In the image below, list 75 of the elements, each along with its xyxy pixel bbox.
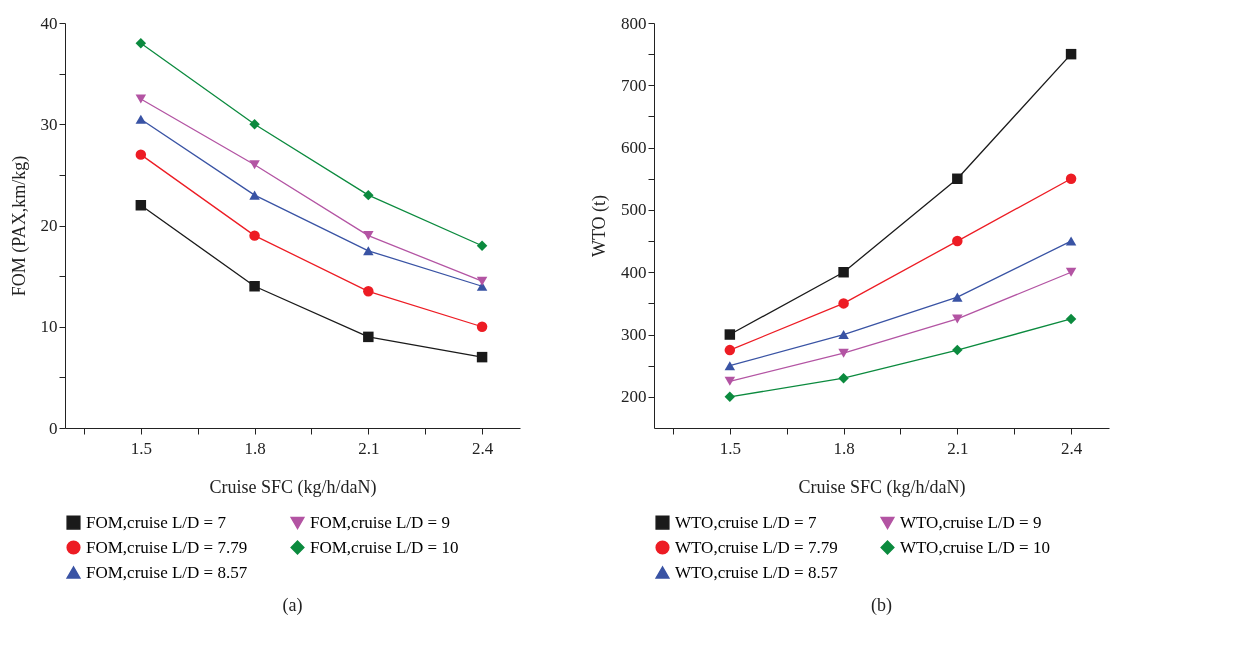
- point: [249, 160, 260, 170]
- point: [249, 119, 260, 130]
- point: [135, 114, 147, 124]
- legend-label: FOM,cruise L/D = 9: [310, 513, 450, 533]
- x-tick-label: 2.1: [947, 438, 969, 458]
- text: (a): [282, 595, 303, 616]
- point: [724, 361, 736, 371]
- legend-label: FOM,cruise L/D = 10: [310, 537, 459, 557]
- point: [363, 331, 374, 343]
- point: [952, 314, 963, 324]
- x-tick-label: 2.4: [1060, 438, 1083, 458]
- x-axis-title: Cruise SFC (kg/h/daN): [209, 476, 377, 498]
- point: [1065, 267, 1077, 277]
- point: [476, 351, 488, 363]
- point: [838, 298, 849, 309]
- point: [363, 189, 374, 201]
- legend-label: FOM,cruise L/D = 7: [86, 512, 227, 532]
- point: [838, 348, 849, 358]
- y-tick-label: 200: [621, 387, 647, 407]
- legend-label: WTO,cruise L/D = 9: [900, 513, 1042, 533]
- point: [724, 376, 736, 386]
- point: [1065, 236, 1077, 246]
- point: [724, 391, 736, 403]
- y-tick-label: 30: [40, 114, 58, 134]
- point: [476, 276, 488, 286]
- point: [838, 330, 849, 340]
- legend-label: WTO,cruise L/D = 7: [675, 512, 817, 532]
- y-tick-label: 0: [49, 418, 58, 438]
- point: [1065, 313, 1077, 325]
- point: [952, 173, 963, 185]
- point: [363, 231, 374, 241]
- x-axis-title: Cruise SFC (kg/h/daN): [798, 476, 966, 498]
- point: [952, 292, 963, 302]
- y-axis-title: FOM (PAX,km/kg): [8, 155, 30, 297]
- point: [476, 240, 488, 251]
- y-tick-label: 10: [40, 317, 58, 337]
- point: [363, 246, 374, 256]
- point: [838, 372, 849, 384]
- legend-label: WTO,cruise L/D = 8.57: [675, 562, 839, 582]
- y-tick-label: 300: [621, 325, 647, 345]
- legend-label: FOM,cruise L/D = 7.79: [86, 537, 248, 557]
- point: [249, 230, 260, 241]
- y-axis-title: WTO (t): [589, 194, 610, 258]
- y-tick-label: 500: [621, 200, 647, 220]
- point: [363, 286, 374, 297]
- point: [1065, 48, 1077, 60]
- point: [135, 38, 147, 49]
- y-tick-label: 600: [621, 138, 647, 158]
- y-tick-label: 700: [621, 75, 647, 95]
- legend-label: WTO,cruise L/D = 10: [900, 537, 1050, 557]
- y-tick-label: 400: [621, 262, 647, 282]
- point: [135, 149, 147, 160]
- x-tick-label: 1.8: [833, 438, 855, 458]
- point: [135, 200, 147, 211]
- y-tick-label: 20: [40, 216, 58, 235]
- x-tick-label: 1.5: [719, 438, 741, 458]
- x-tick-label: 2.1: [358, 438, 380, 458]
- y-tick-label: 40: [40, 13, 58, 33]
- point: [1065, 173, 1077, 184]
- text: (b): [871, 595, 892, 616]
- point: [952, 235, 963, 247]
- point: [476, 321, 488, 332]
- y-tick-label: 800: [621, 13, 647, 33]
- legend-label: WTO,cruise L/D = 7.79: [675, 537, 838, 557]
- point: [135, 94, 147, 104]
- point: [724, 329, 736, 340]
- point: [838, 266, 849, 278]
- legend-label: FOM,cruise L/D = 8.57: [86, 562, 248, 582]
- x-tick-label: 2.4: [471, 438, 494, 458]
- point: [249, 190, 260, 200]
- point: [724, 344, 736, 356]
- x-tick-label: 1.8: [244, 438, 266, 458]
- point: [249, 281, 260, 292]
- point: [952, 344, 963, 356]
- x-tick-label: 1.5: [130, 438, 152, 458]
